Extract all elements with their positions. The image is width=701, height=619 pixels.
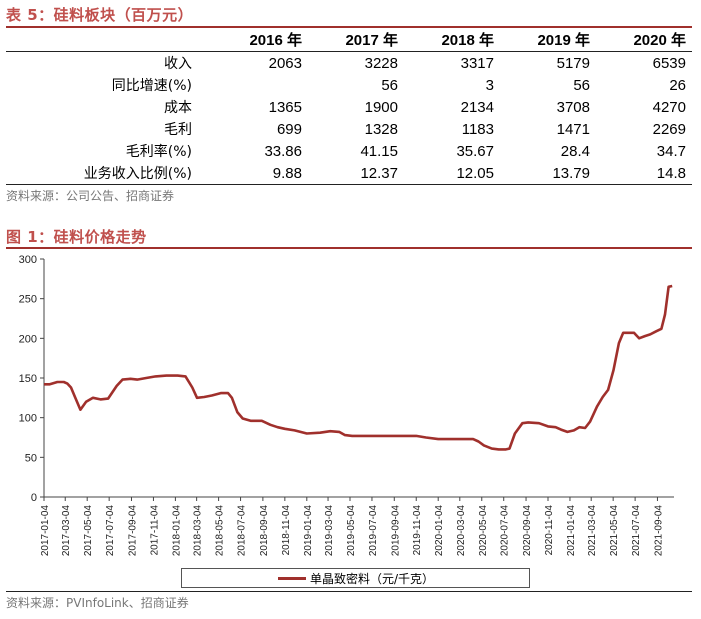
figure-source-note: 资料来源：PVInfoLink、招商证券 — [6, 596, 189, 610]
table-cell: 3317 — [460, 54, 494, 72]
x-tick-label: 2021-03-04 — [587, 505, 598, 557]
row-label: 同比增速(%) — [111, 78, 192, 94]
y-tick-label: 250 — [19, 294, 37, 306]
y-tick-label: 200 — [19, 333, 37, 345]
y-tick-label: 0 — [31, 492, 37, 504]
row-label: 收入 — [164, 56, 192, 72]
row-label: 成本 — [164, 100, 192, 116]
table-bottom-rule — [6, 184, 692, 185]
x-tick-label: 2017-11-04 — [149, 505, 160, 556]
table-top-rule — [6, 26, 692, 28]
x-tick-label: 2019-01-04 — [303, 505, 314, 557]
y-tick-label: 300 — [19, 254, 37, 266]
row-label: 毛利率(%) — [125, 144, 192, 160]
x-tick-label: 2020-01-04 — [434, 505, 445, 557]
y-tick-label: 150 — [19, 373, 37, 385]
figure-top-rule — [6, 247, 692, 249]
header-cell — [6, 28, 212, 52]
table-cell: 3228 — [364, 54, 398, 72]
legend-label: 单晶致密料（元/千克） — [310, 572, 435, 586]
x-tick-label: 2017-03-04 — [61, 505, 72, 557]
series-line — [44, 284, 673, 451]
table-cell: 35.67 — [456, 142, 494, 160]
table-cell: 33.86 — [264, 142, 302, 160]
table-cell: 9.88 — [272, 164, 302, 182]
legend-swatch — [278, 577, 306, 580]
x-tick-label: 2020-05-04 — [478, 505, 489, 557]
header-cell: 2019 年 — [500, 28, 596, 52]
table-cell: 26 — [669, 76, 686, 94]
table-cell: 34.7 — [656, 142, 686, 160]
y-tick-label: 50 — [25, 452, 37, 464]
x-tick-label: 2018-09-04 — [259, 505, 270, 557]
table-cell: 14.8 — [656, 164, 686, 182]
x-tick-label: 2018-11-04 — [281, 505, 292, 556]
x-tick-label: 2020-07-04 — [500, 505, 511, 557]
table-cell: 12.37 — [360, 164, 398, 182]
figure-bottom-rule — [6, 591, 692, 592]
x-tick-label: 2019-11-04 — [412, 505, 423, 556]
x-tick-label: 2019-07-04 — [368, 505, 379, 557]
table-row: 毛利率(%) 33.86 41.15 35.67 28.4 34.7 — [6, 140, 692, 162]
x-tick-label: 2019-05-04 — [346, 505, 357, 557]
table-title: 表 5：硅料板块（百万元） — [6, 6, 194, 24]
table-row: 业务收入比例(%) 9.88 12.37 12.05 13.79 14.8 — [6, 162, 692, 184]
table-cell: 41.15 — [360, 142, 398, 160]
x-tick-label: 2017-05-04 — [83, 505, 94, 557]
table-row: 成本 1365 1900 2134 3708 4270 — [6, 96, 692, 118]
x-tick-label: 2018-05-04 — [215, 505, 226, 557]
x-tick-label: 2018-01-04 — [171, 505, 182, 557]
table-cell: 3708 — [556, 98, 590, 116]
chart-legend: 单晶致密料（元/千克） — [181, 568, 530, 588]
table-row: 毛利 699 1328 1183 1471 2269 — [6, 118, 692, 140]
table-cell: 699 — [276, 120, 302, 138]
table-cell: 1471 — [556, 120, 590, 138]
table-cell: 4270 — [652, 98, 686, 116]
x-tick-label: 2021-07-04 — [631, 505, 642, 557]
table-cell: 13.79 — [552, 164, 590, 182]
table-cell: 6539 — [652, 54, 686, 72]
table-cell: 12.05 — [456, 164, 494, 182]
table-cell: 2269 — [652, 120, 686, 138]
x-tick-label: 2020-09-04 — [522, 505, 533, 557]
x-tick-label: 2018-07-04 — [237, 505, 248, 557]
x-tick-label: 2021-05-04 — [609, 505, 620, 557]
financial-table: 2016 年 2017 年 2018 年 2019 年 2020 年 收入 20… — [6, 28, 692, 184]
table-cell: 56 — [573, 76, 590, 94]
table-header-row: 2016 年 2017 年 2018 年 2019 年 2020 年 — [6, 28, 692, 52]
header-cell: 2018 年 — [404, 28, 500, 52]
x-tick-label: 2019-03-04 — [324, 505, 335, 557]
table-cell: 1328 — [364, 120, 398, 138]
x-tick-label: 2020-11-04 — [544, 505, 555, 556]
x-tick-label: 2018-03-04 — [193, 505, 204, 557]
price-chart: 0 50 100 150 200 250 300 2017-01-04 2017-03-04 20… — [19, 254, 674, 557]
header-cell: 2017 年 — [308, 28, 404, 52]
x-tick-label: 2019-09-04 — [390, 505, 401, 557]
x-tick-label: 2021-01-04 — [566, 505, 577, 557]
table-cell — [212, 74, 308, 96]
table-row: 同比增速(%) 56 3 56 26 — [6, 74, 692, 96]
y-tick-label: 100 — [19, 413, 37, 425]
x-tick-label: 2017-01-04 — [40, 505, 51, 557]
row-label: 毛利 — [164, 122, 192, 138]
row-label: 业务收入比例(%) — [83, 166, 192, 182]
header-cell: 2020 年 — [596, 28, 692, 52]
figure-title: 图 1：硅料价格走势 — [6, 228, 147, 246]
x-tick-label: 2017-07-04 — [105, 505, 116, 557]
x-tick-label: 2017-09-04 — [127, 505, 138, 557]
table-source-note: 资料来源：公司公告、招商证券 — [6, 189, 175, 203]
table-cell: 1900 — [364, 98, 398, 116]
table-cell: 2063 — [268, 54, 302, 72]
x-tick-label: 2020-03-04 — [456, 505, 467, 557]
table-row: 收入 2063 3228 3317 5179 6539 — [6, 52, 692, 75]
table-cell: 3 — [485, 76, 494, 94]
table-cell: 28.4 — [560, 142, 590, 160]
table-cell: 1365 — [268, 98, 302, 116]
table-cell: 56 — [381, 76, 398, 94]
x-tick-label: 2021-09-04 — [653, 505, 664, 557]
table-cell: 2134 — [460, 98, 494, 116]
table-cell: 1183 — [461, 120, 494, 138]
table-cell: 5179 — [556, 54, 590, 72]
header-cell: 2016 年 — [212, 28, 308, 52]
